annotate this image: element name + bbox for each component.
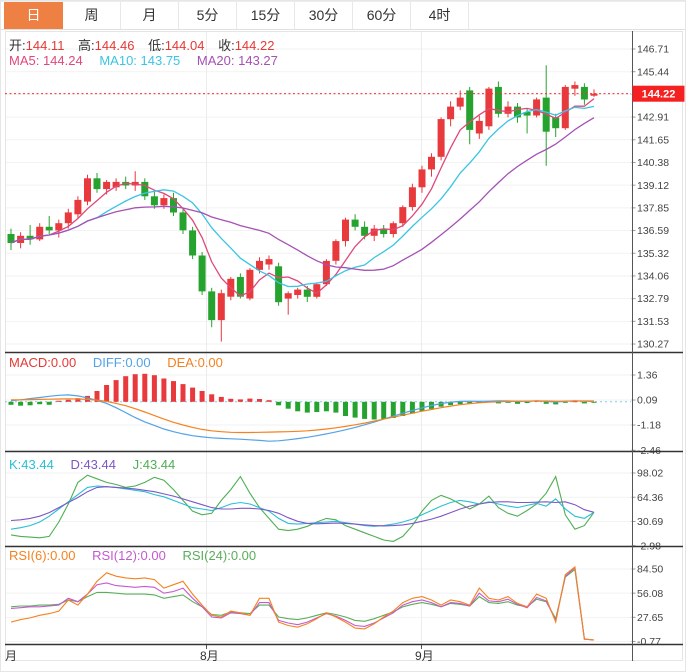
rsi6-value: RSI(6):0.00 — [9, 548, 76, 563]
tab-month[interactable]: 月 — [121, 2, 179, 29]
low-value: 144.04 — [164, 38, 205, 53]
j-value: J:43.44 — [132, 457, 176, 472]
tab-15min[interactable]: 15分 — [237, 2, 295, 29]
svg-text:136.59: 136.59 — [637, 225, 669, 237]
svg-text:142.91: 142.91 — [637, 112, 669, 124]
svg-text:56.08: 56.08 — [637, 588, 663, 600]
open-label: 开: — [9, 38, 26, 53]
x-axis-label: 9月 — [415, 649, 434, 663]
ma5-value: MA5: 144.24 — [9, 53, 83, 68]
close-label: 收: — [218, 38, 235, 53]
svg-text:-0.77: -0.77 — [637, 636, 661, 648]
tab-30min[interactable]: 30分 — [295, 2, 353, 29]
rsi-legend: RSI(6):0.00 RSI(12):0.00 RSI(24):0.00 — [9, 548, 269, 563]
tab-week[interactable]: 周 — [63, 2, 121, 29]
diff-value: DIFF:0.00 — [92, 355, 151, 370]
low-label: 低: — [148, 38, 165, 53]
svg-text:139.12: 139.12 — [637, 180, 669, 192]
svg-text:-1.18: -1.18 — [637, 420, 661, 432]
dea-value: DEA:0.00 — [167, 355, 223, 370]
tab-60min[interactable]: 60分 — [353, 2, 411, 29]
ma20-value: MA20: 143.27 — [196, 53, 278, 68]
svg-text:132.79: 132.79 — [637, 293, 669, 305]
ohlc-legend: 开:144.11 高:144.46 低:144.04 收:144.22 — [9, 35, 284, 54]
timeframe-tabbar: 日 周 月 5分 15分 30分 60分 4时 — [1, 1, 685, 30]
svg-text:145.44: 145.44 — [637, 66, 669, 78]
svg-text:64.36: 64.36 — [637, 492, 663, 504]
close-value: 144.22 — [234, 38, 275, 53]
svg-text:140.38: 140.38 — [637, 157, 669, 169]
tab-day[interactable]: 日 — [4, 2, 63, 29]
macd-value: MACD:0.00 — [9, 355, 77, 370]
rsi12-value: RSI(12):0.00 — [92, 548, 166, 563]
svg-text:0.09: 0.09 — [637, 395, 658, 407]
svg-text:141.65: 141.65 — [637, 134, 669, 146]
macd-legend: MACD:0.00 DIFF:0.00 DEA:0.00 — [9, 355, 236, 370]
svg-text:135.32: 135.32 — [637, 248, 669, 260]
ma10-value: MA10: 143.75 — [99, 53, 181, 68]
svg-text:30.69: 30.69 — [637, 516, 663, 528]
svg-text:27.65: 27.65 — [637, 612, 663, 624]
x-axis-label: 8月 — [200, 649, 219, 663]
svg-text:130.27: 130.27 — [637, 339, 669, 351]
tab-5min[interactable]: 5分 — [179, 2, 237, 29]
svg-text:131.53: 131.53 — [637, 316, 669, 328]
svg-text:134.06: 134.06 — [637, 271, 669, 283]
x-axis-label: 月 — [5, 649, 18, 663]
svg-text:137.85: 137.85 — [637, 202, 669, 214]
rsi24-value: RSI(24):0.00 — [182, 548, 257, 563]
kdj-legend: K:43.44 D:43.44 J:43.44 — [9, 457, 188, 472]
ma-legend: MA5: 144.24 MA10: 143.75 MA20: 143.27 — [9, 53, 291, 68]
high-label: 高: — [78, 38, 95, 53]
open-value: 144.11 — [25, 38, 65, 53]
tab-4hour[interactable]: 4时 — [411, 2, 469, 29]
high-value: 144.46 — [94, 38, 135, 53]
d-value: D:43.44 — [70, 457, 116, 472]
svg-text:144.22: 144.22 — [642, 89, 676, 101]
svg-text:98.02: 98.02 — [637, 468, 663, 480]
svg-text:146.71: 146.71 — [637, 44, 669, 56]
k-value: K:43.44 — [9, 457, 54, 472]
svg-text:84.50: 84.50 — [637, 564, 663, 576]
svg-text:1.36: 1.36 — [637, 370, 658, 382]
